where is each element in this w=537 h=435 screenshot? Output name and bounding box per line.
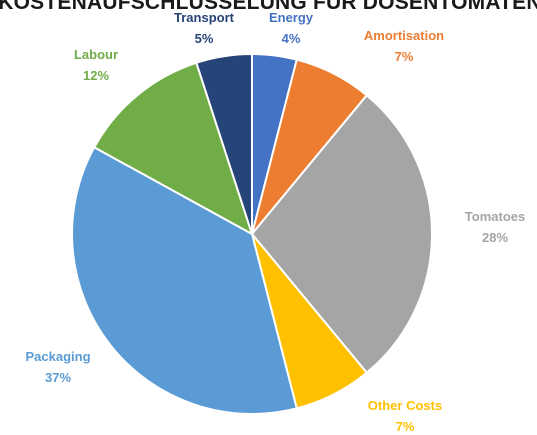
data-label-amortisation: Amortisation 7% [364,28,444,64]
pie-slice-tomatoes [250,93,433,375]
data-label-labour: Labour 12% [74,47,118,83]
pie-slice-packaging [71,145,298,415]
data-label-transport: Transport 5% [174,10,235,46]
data-label-energy: Energy 4% [269,10,314,46]
data-label-tomatoes: Tomatoes 28% [465,209,525,245]
pie-slice-labour [92,61,254,237]
data-label-packaging: Packaging 37% [25,349,90,385]
pie-slice-transport [195,52,253,235]
chart-title: KOSTENAUFSCHLÜSSELUNG FÜR DOSENTOMATEN [0,0,537,14]
data-label-other-costs: Other Costs 7% [368,398,442,434]
